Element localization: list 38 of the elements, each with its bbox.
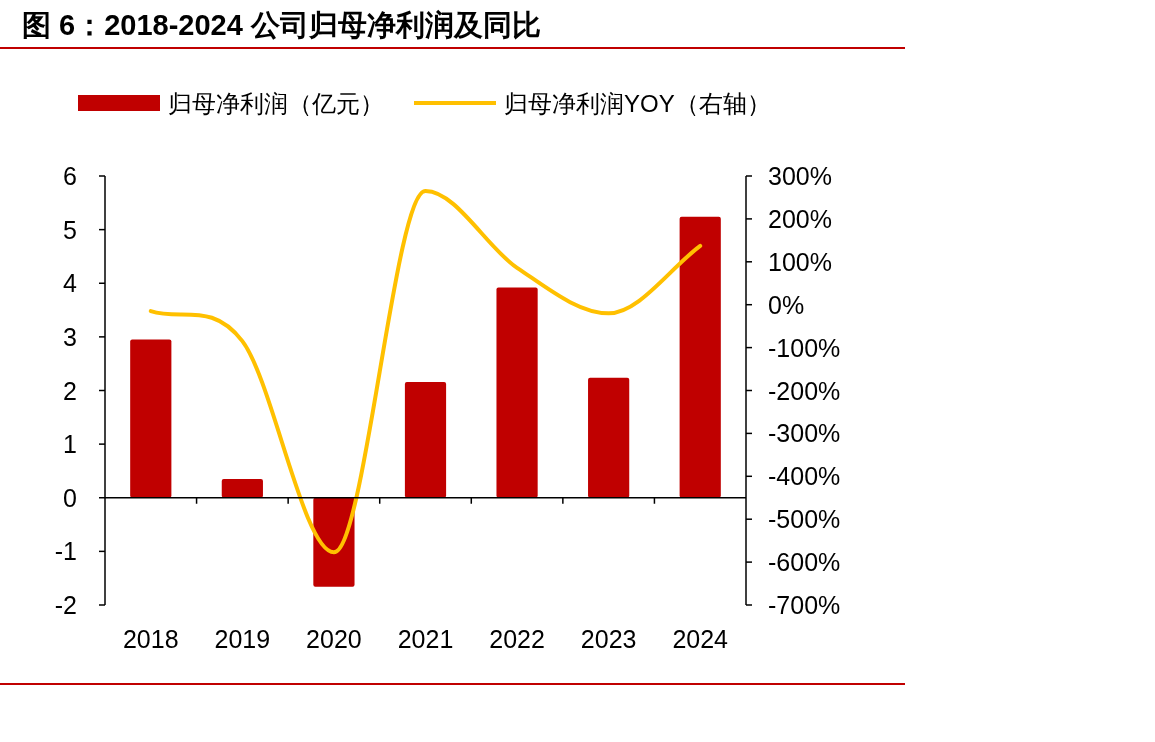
bar	[588, 377, 630, 498]
bar	[130, 339, 172, 498]
bar	[313, 497, 355, 587]
bar	[221, 478, 263, 498]
y2-tick-label: -600%	[768, 548, 841, 577]
bar	[404, 381, 447, 498]
y2-tick-label: 200%	[768, 204, 832, 233]
x-tick-label: 2022	[489, 625, 545, 653]
y-tick-label: 5	[63, 215, 77, 244]
y-tick-label: 6	[63, 162, 77, 190]
bar	[496, 287, 538, 498]
y-tick-label: -1	[54, 537, 77, 566]
x-tick-label: 2021	[397, 625, 454, 653]
y-tick-label: 4	[63, 269, 78, 298]
y2-tick-label: -200%	[768, 376, 841, 405]
legend-label: 归母净利润（亿元）	[168, 90, 384, 117]
x-tick-label: 2020	[306, 625, 362, 653]
x-tick-label: 2019	[214, 625, 271, 653]
y2-tick-label: 0%	[768, 290, 805, 319]
y2-tick-label: -400%	[768, 462, 841, 491]
x-tick-label: 2018	[122, 625, 179, 653]
y2-tick-label: -700%	[768, 591, 841, 619]
y-tick-label: 1	[63, 430, 77, 459]
x-tick-label: 2024	[672, 625, 729, 653]
bar	[679, 216, 721, 498]
y-tick-label: 0	[63, 483, 77, 512]
legend-label: 归母净利润YOY（右轴）	[504, 90, 771, 117]
y2-tick-label: 300%	[768, 162, 832, 190]
line-series	[148, 189, 703, 555]
y2-tick-label: 100%	[768, 247, 832, 276]
y-tick-label: 3	[63, 322, 77, 351]
y2-tick-label: -300%	[768, 419, 841, 448]
y2-tick-label: -100%	[768, 333, 841, 362]
y-tick-label: 2	[63, 376, 77, 405]
x-tick-label: 2023	[580, 625, 637, 653]
y-tick-label: -2	[54, 591, 77, 619]
chart-title: 图 6：2018-2024 公司归母净利润及同比	[22, 9, 541, 41]
y2-tick-label: -500%	[768, 505, 841, 534]
